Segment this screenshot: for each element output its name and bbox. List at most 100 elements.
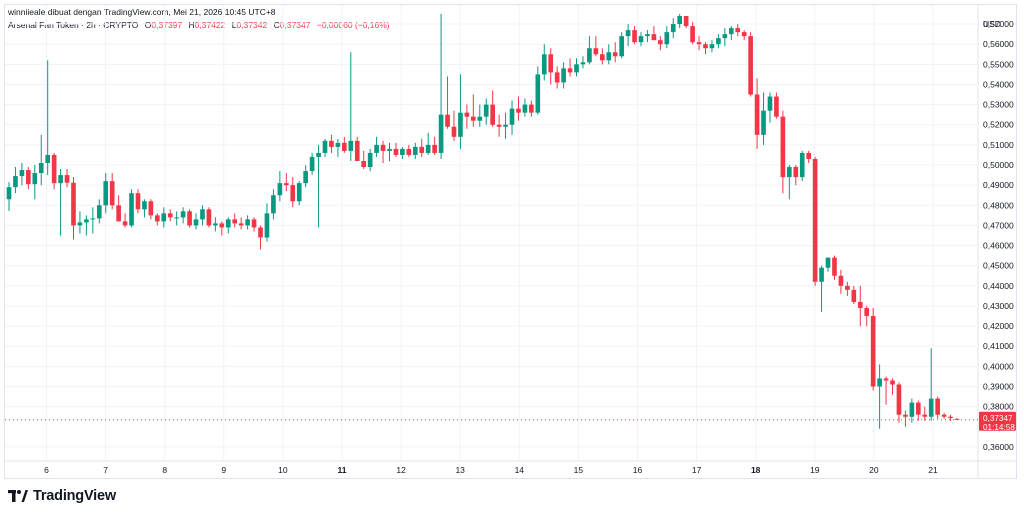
y-tick-label: 0,47000 [983, 220, 1014, 230]
candle-body [954, 418, 960, 420]
candle-body [716, 38, 721, 45]
candle-body [6, 187, 12, 200]
candle-body [71, 182, 76, 226]
candle-body [464, 112, 470, 117]
candle-body [245, 219, 250, 226]
candle-body [806, 152, 811, 159]
x-tick-label: 10 [278, 465, 288, 475]
candle-body [380, 144, 386, 151]
candle-body [425, 144, 431, 153]
brand-name: TradingView [33, 488, 116, 504]
candle-body [38, 163, 44, 174]
y-tick-label: 0,40000 [983, 361, 1014, 371]
candle-body [213, 223, 218, 226]
candle-body [909, 402, 915, 417]
candle-body [45, 154, 51, 164]
x-tick-label: 15 [574, 465, 584, 475]
candle-body [271, 195, 276, 214]
candle-body [728, 28, 734, 35]
candle-body [845, 285, 850, 290]
y-tick-label: 0,44000 [983, 281, 1014, 291]
candle-body [522, 104, 528, 113]
candle-body [187, 211, 192, 226]
symbol-title[interactable]: Arsenal Fan Token · 2h · CRYPTO [8, 20, 139, 30]
candle-body [400, 148, 405, 155]
candle-body [219, 223, 225, 228]
candle-body [599, 54, 605, 61]
candle-body [277, 183, 283, 196]
y-tick-label: 0,43000 [983, 301, 1014, 311]
candle-body [264, 213, 270, 238]
candle-body [335, 142, 341, 147]
candle-body [161, 213, 167, 222]
candle-body [529, 104, 534, 113]
low-value: 0,37342 [236, 20, 268, 30]
candle-body [316, 152, 321, 157]
candle-body [251, 219, 257, 228]
candle-body [322, 140, 328, 153]
candle-body [77, 222, 83, 226]
candle-body [109, 181, 115, 206]
candle-body [670, 24, 676, 33]
candle-body [458, 112, 463, 137]
candle-body [735, 28, 741, 33]
candle-body [787, 167, 792, 178]
candle-body [490, 104, 495, 125]
brand-logo[interactable]: TradingView [8, 488, 116, 504]
y-tick-label: 0,50000 [983, 160, 1014, 170]
candle-body [258, 227, 263, 238]
y-tick-label: 0,56000 [983, 39, 1014, 49]
candle-body [587, 48, 592, 63]
candle-body [883, 378, 889, 381]
candle-body [374, 144, 379, 153]
candle-body [103, 181, 109, 206]
candle-body [432, 144, 437, 153]
candle-body [142, 201, 147, 210]
candle-body [329, 140, 334, 147]
candle-body [774, 96, 779, 117]
candle-body [935, 398, 940, 415]
candle-body [200, 209, 205, 220]
ohlc-legend: Arsenal Fan Token · 2h · CRYPTO O0,37397… [8, 20, 390, 30]
x-tick-label: 17 [692, 465, 702, 475]
x-tick-label: 19 [810, 465, 820, 475]
x-tick-label: 18 [751, 465, 761, 475]
candle-body [90, 218, 96, 220]
tradingview-logo-icon [8, 490, 28, 502]
candle-body [896, 384, 902, 415]
candle-body [748, 36, 753, 95]
candle-body [193, 219, 199, 226]
candle-body [658, 40, 663, 45]
candle-body [19, 170, 25, 177]
candle-body [155, 215, 160, 222]
candle-body [232, 219, 238, 224]
last-price-value: 0,37347 [983, 414, 1013, 423]
low-label: L [231, 20, 237, 30]
candle-body [625, 30, 631, 37]
candle-body [26, 170, 31, 185]
candle-body [948, 416, 953, 419]
y-tick-label: 0,48000 [983, 200, 1014, 210]
candle-body [651, 34, 657, 41]
candle-body [135, 193, 141, 210]
y-tick-label: 0,45000 [983, 261, 1014, 271]
y-tick-label: 0,49000 [983, 180, 1014, 190]
candle-body [541, 54, 547, 75]
candle-body [32, 173, 38, 185]
candle-body [915, 402, 921, 415]
candle-body [438, 114, 444, 153]
candle-body [387, 148, 392, 151]
x-tick-label: 16 [633, 465, 643, 475]
candle-body [58, 175, 63, 184]
high-label: H [188, 20, 195, 30]
high-value: 0,37422 [194, 20, 226, 30]
candle-body [180, 211, 186, 218]
candle-body [290, 185, 296, 202]
x-tick-label: 11 [338, 465, 347, 475]
x-tick-label: 7 [103, 465, 108, 475]
candle-body [367, 152, 373, 168]
candle-body [612, 52, 618, 57]
y-tick-label: 0,51000 [983, 140, 1014, 150]
candle-body [516, 108, 521, 113]
